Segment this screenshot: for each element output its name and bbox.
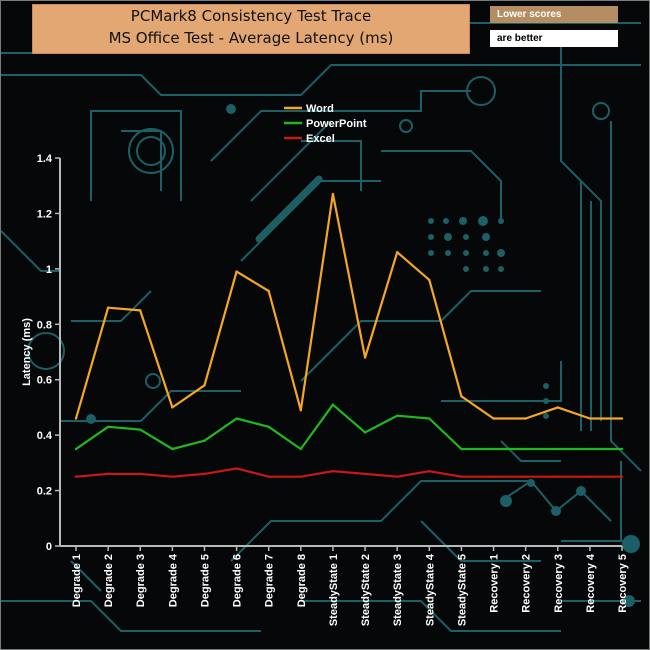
chart-title: PCMark8 Consistency Test Trace: [130, 7, 372, 25]
data-point-word: [588, 417, 592, 420]
data-point-powerpoint: [428, 417, 431, 420]
y-tick-label: 1.4: [37, 153, 53, 165]
data-point-word: [74, 417, 78, 420]
x-category-label: Recovery 4: [585, 553, 597, 613]
series-line-word: [74, 192, 622, 420]
data-point-excel: [74, 475, 78, 478]
data-point-word: [299, 409, 303, 412]
data-point-powerpoint: [620, 447, 624, 451]
data-point-word: [395, 251, 399, 254]
x-category-label: Degrade 3: [135, 554, 147, 607]
legend-label-powerpoint: PowerPoint: [306, 118, 367, 130]
data-point-excel: [428, 469, 431, 473]
note-are-better: are better: [490, 30, 618, 47]
data-point-powerpoint: [106, 425, 110, 429]
data-point-powerpoint: [299, 447, 303, 451]
data-point-powerpoint: [139, 428, 142, 431]
y-tick-label: 0.4: [37, 430, 53, 442]
data-point-word: [171, 406, 174, 409]
chart-axes: [59, 158, 622, 547]
y-axis-ticks: 0 0.2 0.4 0.6 0.8 1 1.2 1.4: [37, 153, 60, 553]
data-point-excel: [363, 472, 367, 476]
data-point-word: [203, 384, 206, 387]
x-category-label: SteadyState 5: [456, 554, 468, 626]
data-point-word: [331, 192, 335, 196]
x-category-label: Degrade 6: [232, 554, 244, 607]
chart-subtitle: MS Office Test - Average Latency (ms): [108, 29, 394, 47]
y-tick-label: 0.8: [37, 319, 52, 331]
data-point-excel: [620, 475, 624, 478]
data-point-powerpoint: [331, 403, 335, 406]
data-point-powerpoint: [363, 431, 367, 434]
note-lower-scores: Lower scores: [490, 6, 618, 23]
legend-label-word: Word: [306, 103, 334, 115]
data-point-excel: [331, 469, 335, 473]
x-category-label: SteadyState 4: [424, 553, 436, 626]
x-category-label: Degrade 5: [199, 554, 211, 607]
y-tick-label: 0.2: [37, 486, 52, 498]
data-point-excel: [267, 475, 270, 478]
data-point-excel: [235, 467, 238, 470]
chart-title-box: PCMark8 Consistency Test Trace MS Office…: [32, 4, 470, 54]
data-point-powerpoint: [267, 425, 270, 429]
x-category-label: Recovery 1: [489, 554, 501, 613]
data-point-excel: [203, 472, 206, 476]
chart-series: [74, 192, 624, 478]
data-point-excel: [556, 475, 559, 478]
x-category-label: SteadyState 3: [392, 554, 404, 626]
data-point-powerpoint: [203, 439, 206, 442]
data-point-powerpoint: [74, 447, 78, 451]
x-category-label: Degrade 7: [264, 554, 276, 607]
data-point-powerpoint: [556, 447, 559, 451]
data-point-powerpoint: [524, 447, 527, 451]
y-tick-label: 1.2: [37, 208, 52, 220]
x-category-label: Recovery 2: [521, 554, 533, 613]
y-tick-label: 0.6: [37, 375, 52, 387]
data-point-word: [492, 417, 495, 420]
x-category-label: SteadyState 1: [328, 554, 340, 626]
data-point-word: [428, 278, 431, 282]
data-point-powerpoint: [395, 414, 399, 417]
x-category-label: Degrade 8: [296, 554, 308, 607]
x-category-label: Degrade 2: [103, 554, 115, 607]
data-point-word: [460, 395, 463, 398]
data-point-excel: [106, 472, 110, 476]
x-category-label: Degrade 1: [71, 554, 83, 607]
data-point-powerpoint: [235, 417, 238, 420]
data-point-word: [235, 270, 238, 273]
data-point-excel: [139, 472, 142, 476]
data-point-excel: [460, 475, 463, 478]
data-point-powerpoint: [588, 447, 592, 451]
x-category-label: Recovery 5: [617, 554, 629, 613]
data-point-powerpoint: [492, 447, 495, 451]
y-tick-label: 0: [46, 541, 52, 553]
x-category-label: Recovery 3: [553, 554, 565, 613]
data-point-excel: [492, 475, 495, 478]
legend-label-excel: Excel: [306, 133, 335, 145]
data-point-excel: [395, 475, 399, 478]
data-point-excel: [171, 475, 174, 478]
data-point-powerpoint: [460, 447, 463, 451]
x-axis-labels: Degrade 1 Degrade 2 Degrade 3 Degrade 4 Degr…: [71, 546, 629, 626]
data-point-word: [524, 417, 527, 420]
data-point-word: [363, 356, 367, 359]
series-line-powerpoint: [75, 403, 622, 451]
data-point-word: [620, 417, 624, 420]
data-point-excel: [299, 475, 303, 478]
series-line-excel: [75, 467, 622, 478]
data-point-word: [106, 306, 110, 309]
x-category-label: Degrade 4: [167, 553, 179, 607]
data-point-powerpoint: [171, 447, 174, 451]
data-point-word: [139, 309, 142, 312]
data-point-excel: [588, 475, 592, 478]
chart-legend: Word PowerPoint Excel: [284, 103, 367, 145]
y-axis-title: Latency (ms): [21, 318, 33, 386]
y-tick-label: 1: [46, 264, 52, 276]
data-point-excel: [524, 475, 527, 478]
x-category-label: SteadyState 2: [360, 554, 372, 626]
data-point-word: [556, 406, 559, 409]
data-point-word: [267, 289, 270, 293]
